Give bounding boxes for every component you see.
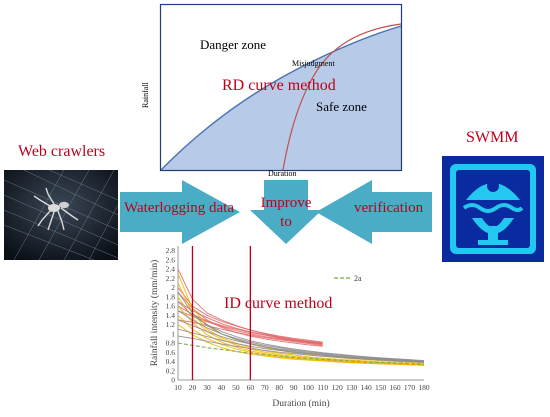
- x-tick-label: 100: [303, 383, 315, 392]
- id-xlabel: Duration (min): [272, 398, 329, 409]
- y-tick-label: 2.2: [166, 274, 176, 283]
- safe-zone-label: Safe zone: [316, 99, 367, 114]
- y-tick-label: 1: [171, 329, 175, 338]
- x-tick-label: 140: [360, 383, 372, 392]
- spider-web-icon: [3, 169, 119, 261]
- x-tick-label: 120: [332, 383, 344, 392]
- rd-xlabel: Duration: [268, 169, 297, 178]
- x-tick-label: 150: [375, 383, 387, 392]
- id-ylabel: Rainfall intensity (mm/min): [149, 260, 160, 367]
- x-tick-label: 20: [189, 383, 197, 392]
- improve-to-label: Improve to: [260, 195, 312, 230]
- spider-image: [3, 169, 119, 261]
- improve-arrow: [250, 180, 322, 244]
- x-tick-label: 10: [174, 383, 182, 392]
- y-tick-label: 0: [171, 376, 175, 385]
- x-tick-label: 50: [232, 383, 240, 392]
- waterlogging-data-arrow: [120, 180, 240, 244]
- x-tick-label: 70: [261, 383, 269, 392]
- y-tick-label: 2.4: [166, 265, 176, 274]
- danger-zone-label: Danger zone: [200, 37, 267, 52]
- series-line-yellow-12: [177, 324, 425, 366]
- verification-label: verification: [354, 200, 424, 216]
- x-tick-label: 40: [218, 383, 226, 392]
- verification-arrow: [316, 180, 432, 244]
- swmm-title: SWMM: [466, 129, 519, 146]
- x-tick-label: 130: [346, 383, 358, 392]
- waterlogging-data-label: Waterlogging data: [124, 200, 235, 216]
- series-line-legend-2a-19: [177, 342, 425, 365]
- id-curve-method-title: ID curve method: [224, 295, 333, 312]
- x-tick-label: 160: [389, 383, 401, 392]
- rd-ylabel: Rainfall: [141, 82, 150, 108]
- y-tick-label: 0.4: [166, 357, 176, 366]
- rd-curve-panel: [158, 2, 406, 178]
- y-tick-label: 1.8: [166, 292, 176, 301]
- rd-id-boundary-curve: [282, 23, 402, 171]
- misjudgment-label: Misjudgment: [292, 59, 335, 68]
- y-tick-label: 0.8: [166, 339, 176, 348]
- rd-curve-method-title: RD curve method: [222, 77, 336, 94]
- rd-danger-fill: [161, 26, 401, 170]
- x-tick-label: 110: [317, 383, 328, 392]
- x-tick-label: 180: [418, 383, 430, 392]
- rd-curve-figure: [159, 3, 403, 172]
- id-curve-svg: 00.20.40.60.811.21.41.61.822.22.42.62.8 1…: [149, 246, 430, 409]
- x-tick-label: 60: [247, 383, 255, 392]
- x-tick-label: 30: [203, 383, 211, 392]
- y-tick-label: 0.6: [166, 348, 176, 357]
- y-tick-label: 1.4: [166, 311, 176, 320]
- web-crawlers-title: Web crawlers: [18, 143, 106, 160]
- x-tick-label: 90: [290, 383, 298, 392]
- swmm-icon: [450, 164, 536, 254]
- y-tick-label: 1.2: [166, 320, 176, 329]
- rd-frame: [159, 3, 403, 172]
- y-tick-label: 2.8: [166, 246, 176, 255]
- x-tick-label: 80: [276, 383, 284, 392]
- series-line-gray-18: [177, 291, 425, 363]
- swmm-logo: [442, 156, 544, 262]
- y-tick-label: 2: [171, 283, 175, 292]
- y-tick-label: 2.6: [166, 255, 176, 264]
- x-tick-label: 170: [404, 383, 416, 392]
- rd-curve: [160, 25, 402, 171]
- legend-2a-label: 2a: [354, 274, 362, 283]
- spider-shape: [33, 187, 79, 231]
- id-curve-chart: 0 0.2 0.4 0.6 0.8 1 1.2 1.4 1.6 1.8 2 2.2 2.4 2.6 2.8 1…: [146, 240, 432, 412]
- y-tick-label: 1.6: [166, 302, 176, 311]
- y-tick-label: 0.2: [166, 366, 176, 375]
